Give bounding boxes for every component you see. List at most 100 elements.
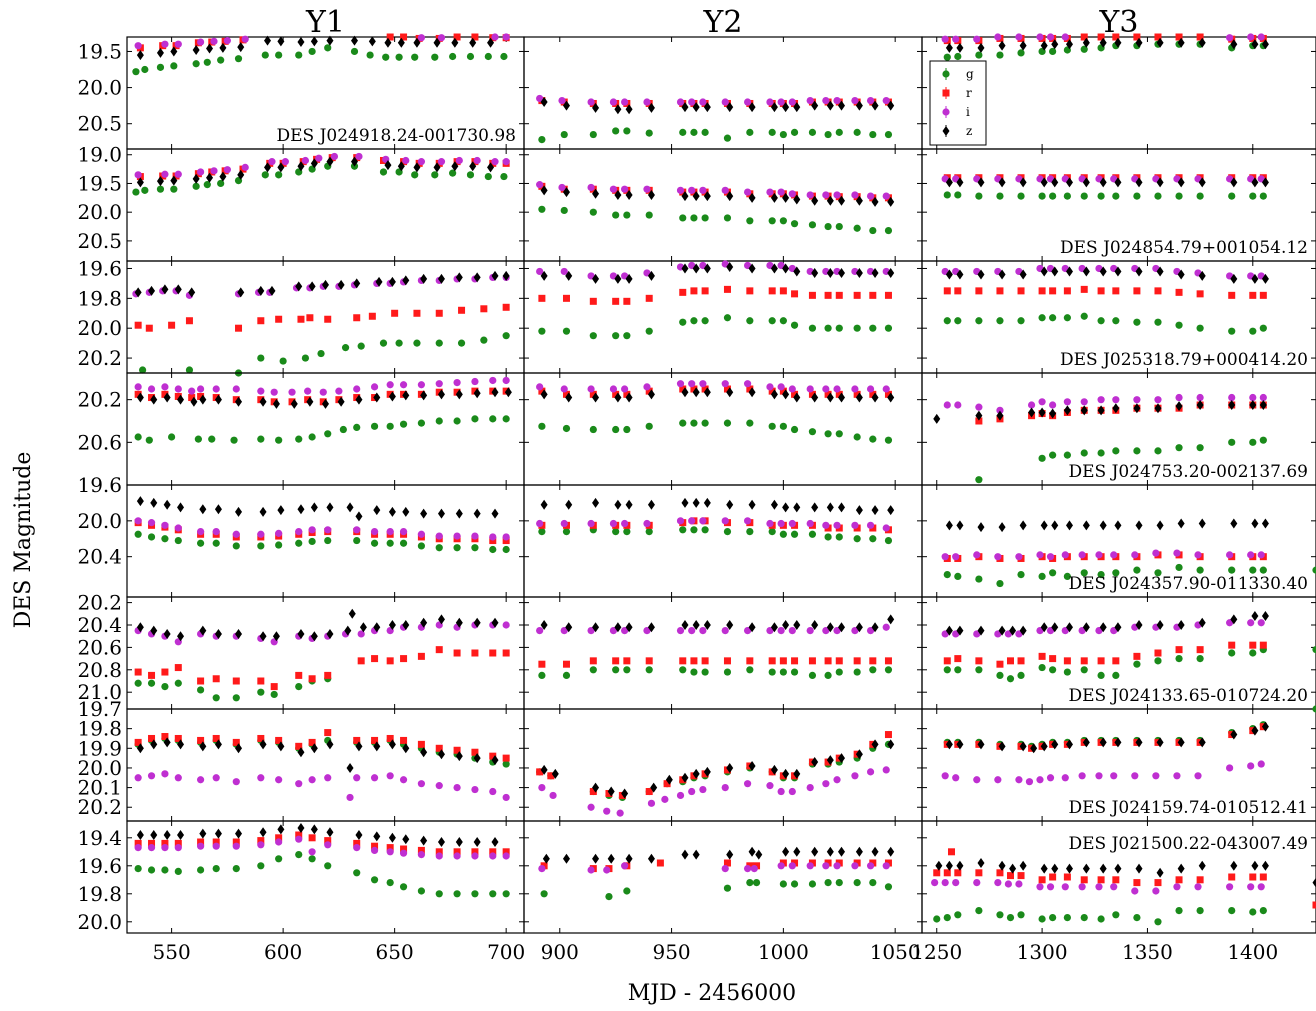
data-point-z [420,273,428,284]
x-tick-label: 900 [541,940,579,964]
data-point-i [1015,880,1023,888]
data-point-i [1257,33,1265,41]
data-point-r [471,848,479,856]
data-point-r [502,754,510,762]
data-point-g [134,530,142,538]
data-point-r [174,392,182,400]
data-point-i [851,627,859,635]
data-point-g [1038,663,1046,672]
data-point-r [853,657,861,665]
data-point-z [887,846,895,857]
data-point-i [882,766,890,774]
data-point-g [466,52,475,61]
data-point-z [726,499,734,510]
data-point-r [589,297,597,305]
data-point-i [699,98,707,106]
data-point-r [663,780,671,788]
data-point-g [357,342,365,350]
data-point-z [310,743,318,754]
data-point-i [788,98,796,106]
data-point-r [1175,33,1183,41]
data-point-r [679,657,687,665]
data-point-z [295,281,303,292]
data-point-z [388,391,396,402]
data-point-z [855,267,863,278]
data-point-i [1226,764,1234,772]
data-point-i [1036,776,1044,784]
data-point-g [690,668,698,676]
data-point-i [743,98,752,106]
data-point-i [643,383,651,391]
panel-7-y2 [523,708,923,822]
data-point-g [350,47,359,56]
data-point-i [324,774,332,782]
data-point-g [1154,318,1162,326]
data-point-z [1261,39,1269,50]
data-point-i [353,385,361,393]
data-point-z [1099,266,1107,277]
data-point-z [219,42,227,53]
data-point-i [994,175,1002,183]
data-point-z [681,772,689,783]
data-point-z [770,192,778,203]
data-point-g [1133,566,1141,574]
data-point-i [587,519,595,528]
data-point-r [1133,652,1141,660]
data-point-z [1228,400,1236,410]
data-point-i [647,799,656,807]
data-point-g [1312,646,1316,654]
data-point-r [1112,33,1120,41]
data-point-i [1131,772,1139,780]
data-point-i [609,385,618,393]
data-point-i [435,380,443,388]
data-point-g [645,327,653,335]
data-point-z [214,394,222,405]
data-point-i [502,852,510,860]
legend-label-g: g [966,67,974,81]
data-point-z [681,387,689,398]
data-point-g [203,181,211,189]
data-point-z [540,97,548,108]
data-point-i [1226,619,1234,627]
data-point-g [471,544,479,552]
data-point-z [473,753,481,764]
data-point-i [833,776,841,784]
data-point-g [824,130,832,139]
data-point-z [1065,622,1073,633]
data-point-z [326,628,334,639]
data-point-z [1019,177,1027,188]
data-point-i [1061,883,1069,891]
data-point-g [679,666,687,674]
data-point-z [344,625,352,636]
data-point-z [811,267,819,278]
data-point-r [824,758,832,766]
data-point-i [973,630,981,638]
data-point-g [589,425,597,434]
data-point-g [1080,312,1088,320]
data-point-r [1112,876,1120,884]
data-point-r [723,657,731,665]
data-point-g [132,188,140,196]
panel-8-y3 [921,820,1316,934]
object-label: DES J024133.65-010724.20 [1068,686,1308,706]
data-point-r [417,652,425,660]
data-point-r [306,314,314,322]
data-point-i [643,185,651,193]
data-point-z [455,837,463,847]
data-point-g [197,686,205,694]
legend-marker-r [942,89,950,97]
object-label: DES J024753.20-002137.69 [1068,462,1308,482]
data-point-z [199,394,207,405]
data-point-z [1177,269,1185,280]
data-point-g [161,866,169,874]
panel-frame [523,36,923,150]
data-point-g [399,539,408,547]
data-point-i [174,774,182,782]
data-point-i [676,98,685,106]
data-point-g [808,428,817,436]
data-point-g [835,879,843,887]
data-point-i [777,98,785,106]
data-point-i [676,791,685,800]
data-point-i [453,852,461,860]
data-point-z [1065,177,1073,188]
